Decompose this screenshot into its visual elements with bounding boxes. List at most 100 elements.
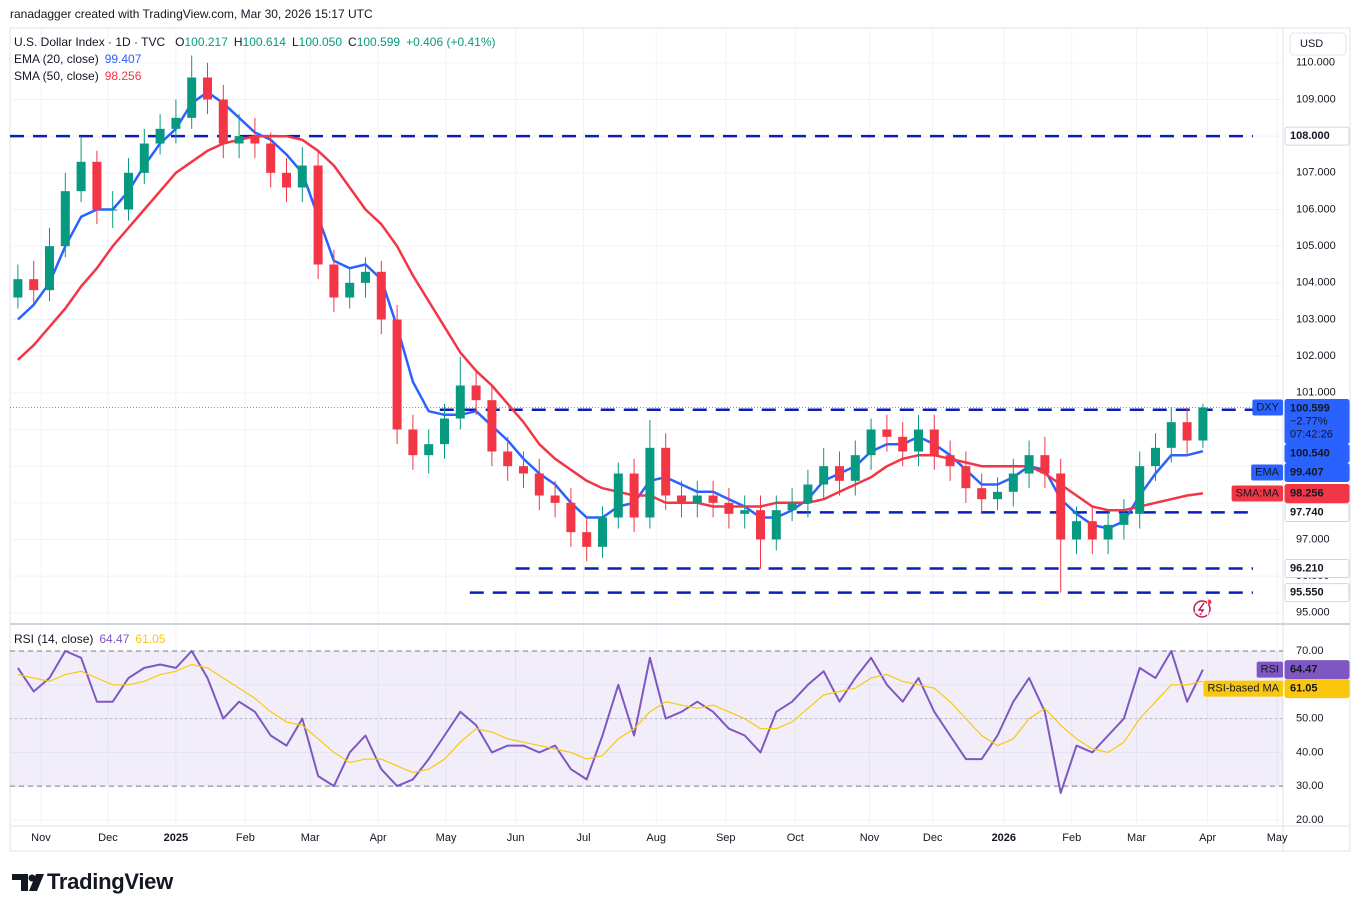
candle-body xyxy=(487,400,497,452)
ma-legend-name: SMA (50, close) xyxy=(14,69,99,83)
candle-body xyxy=(977,488,987,500)
indicator-line xyxy=(17,650,1204,794)
price-legend: U.S. Dollar Index · 1D · TVC O100.217 H100… xyxy=(14,35,496,49)
candle-body xyxy=(961,466,971,489)
alert-icon xyxy=(1193,599,1212,618)
x-tick-label: Mar xyxy=(1127,832,1146,844)
symbol-tag: DXY xyxy=(1256,401,1279,413)
candle-body xyxy=(913,429,923,452)
candle-body xyxy=(1182,422,1192,441)
level-tag: 100.540 xyxy=(1290,447,1330,459)
candle-body xyxy=(392,319,402,430)
candle-body xyxy=(1024,455,1034,474)
frame xyxy=(9,27,1351,852)
ohlc-label: O xyxy=(175,35,185,49)
x-tick-label: Nov xyxy=(31,832,51,844)
candle-body xyxy=(471,385,481,401)
level-tag-box xyxy=(1284,583,1350,603)
ohlc-value: 100.599 xyxy=(356,35,401,49)
candle-body xyxy=(408,429,418,456)
ma-legend-name: EMA (20, close) xyxy=(14,52,99,66)
x-tick-label: Apr xyxy=(1199,832,1216,844)
candle-body xyxy=(803,484,813,503)
rsi-value-tag: 64.47 xyxy=(1290,664,1318,676)
candle-body xyxy=(629,473,639,518)
y-tick-label: 105.000 xyxy=(1296,240,1336,252)
rsi-name-tag: RSI-based MA xyxy=(1207,683,1279,695)
x-tick-label: Dec xyxy=(923,832,943,844)
candle-body xyxy=(613,473,623,518)
x-tick-label: 2026 xyxy=(992,832,1016,844)
candle-body xyxy=(534,473,544,496)
level-tag: 95.550 xyxy=(1290,587,1324,599)
candle-body xyxy=(297,165,307,188)
x-tick-label: Mar xyxy=(301,832,320,844)
ohlc-label: C xyxy=(348,35,357,49)
candle-body xyxy=(345,282,355,298)
y-tick-label: 103.000 xyxy=(1296,313,1336,325)
candle-body xyxy=(819,466,829,485)
candle-body xyxy=(29,279,39,291)
level-tag: 108.000 xyxy=(1290,130,1330,142)
y-tick-label: 109.000 xyxy=(1296,93,1336,105)
candle-body xyxy=(424,444,434,456)
moving-average-line xyxy=(17,90,1204,530)
candle-body xyxy=(1071,521,1081,540)
x-tick-label: Dec xyxy=(98,832,118,844)
level-tag: 96.210 xyxy=(1290,562,1324,574)
candle-body xyxy=(1198,407,1208,441)
ma-legend-value: 99.407 xyxy=(104,52,142,66)
x-tick-label: 2025 xyxy=(164,832,188,844)
ohlc-value: 100.217 xyxy=(184,35,228,49)
last-price-tag: 100.599 xyxy=(1290,402,1330,414)
x-tick-label: Aug xyxy=(646,832,666,844)
candle-body xyxy=(582,532,592,547)
candle-body xyxy=(755,510,765,540)
candle-body xyxy=(76,161,86,192)
candle-body xyxy=(329,264,339,298)
candle-body xyxy=(202,77,212,100)
x-tick-label: Apr xyxy=(370,832,387,844)
rsi-legend-value: 64.47 xyxy=(99,632,130,646)
ohlc-label: H xyxy=(233,35,243,49)
candle-body xyxy=(60,191,70,247)
candle-body xyxy=(945,455,955,467)
ma-name-tag-box xyxy=(1251,464,1283,481)
y-tick-label: 107.000 xyxy=(1296,167,1336,179)
ma-legend: SMA (50, close) 98.256 xyxy=(14,69,141,83)
ma-value-tag-box xyxy=(1284,483,1350,503)
rsi-name-tag-box xyxy=(1203,680,1283,697)
candle-body xyxy=(455,385,465,419)
candle-body xyxy=(171,117,181,129)
symbol-tag-box xyxy=(1252,399,1283,416)
y-tick-label: 101.000 xyxy=(1296,387,1336,399)
candle-body xyxy=(1056,473,1066,540)
currency: USD xyxy=(1300,38,1323,50)
attribution: ranadagger created with TradingView.com,… xyxy=(10,7,373,21)
currency-box[interactable] xyxy=(1289,32,1347,56)
candle-body xyxy=(1008,473,1018,492)
level-tag-box xyxy=(1284,444,1350,464)
candle-body xyxy=(13,279,23,298)
candle-body xyxy=(661,447,671,496)
candle-body xyxy=(866,429,876,456)
candle-body xyxy=(139,143,149,173)
candle-body xyxy=(250,136,260,144)
y-tick-label: 95.000 xyxy=(1296,607,1330,619)
candle-body xyxy=(1119,513,1129,525)
candle-body xyxy=(234,136,244,144)
y-tick-label: 30.00 xyxy=(1296,780,1324,792)
candle-body xyxy=(218,99,228,144)
candle-body xyxy=(1166,422,1176,448)
rsi-name-tag: RSI xyxy=(1261,664,1279,676)
x-tick-label: Jun xyxy=(507,832,525,844)
y-tick-label: 110.000 xyxy=(1296,57,1335,69)
ohlc-value: 100.614 xyxy=(242,35,286,49)
candle-body xyxy=(266,143,276,173)
candle-body xyxy=(155,128,165,144)
candle-body xyxy=(1103,524,1113,540)
rsi-value-tag-box xyxy=(1284,679,1350,699)
ohlc-item: L100.050 xyxy=(292,35,342,49)
candle-body xyxy=(929,429,939,456)
symbol-title: U.S. Dollar Index · 1D · TVC xyxy=(14,35,166,49)
